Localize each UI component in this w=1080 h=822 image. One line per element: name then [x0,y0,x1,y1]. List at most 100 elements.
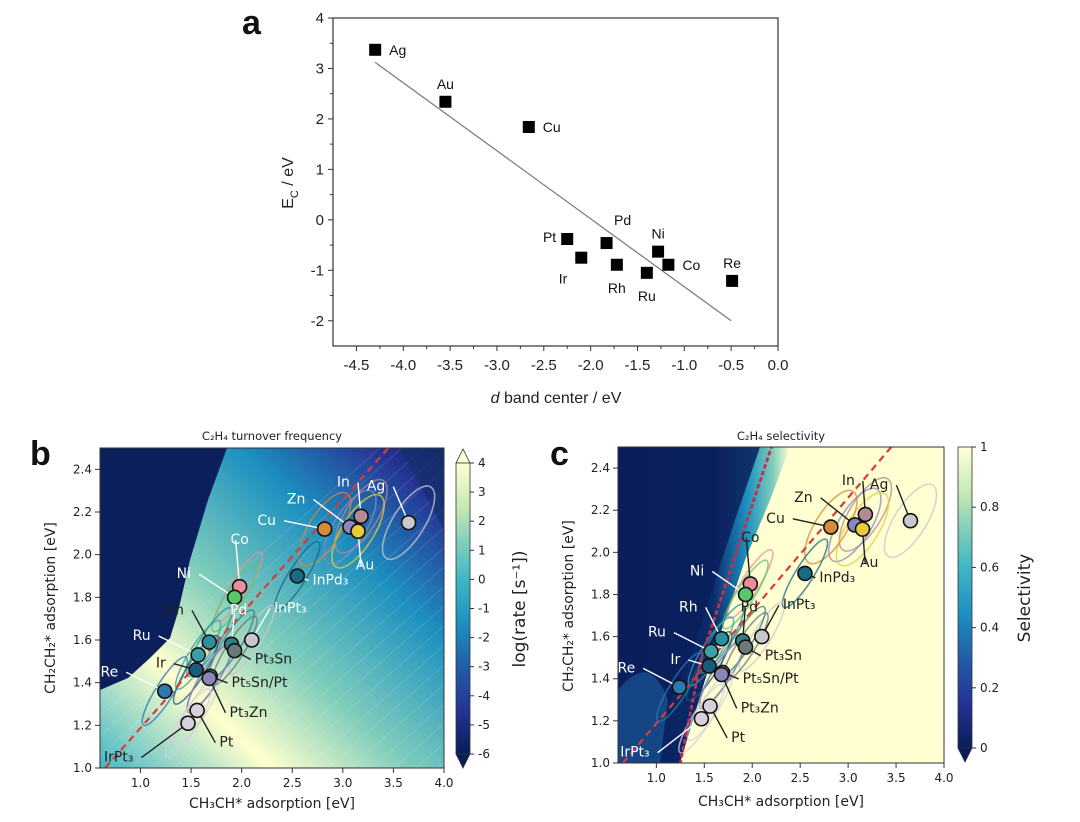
panel-b-turnover-frequency: C₂H₄ turnover frequency Ag In Zn Au Cu InPd₃ C… [43,429,530,812]
panel-c-heatmap [618,447,944,763]
panel-a-point-ag [369,43,382,56]
panel-a-x-ticks: -4.5 -4.0 -3.5 -3.0 -2.5 -2.0 -1.5 -1.0 -0.5 0.0 [343,346,788,374]
panel-b-x-tick-label: 2.0 [232,776,251,790]
material-marker-pt [189,702,205,719]
panel-b-colorbar-tick-label: -5 [478,718,490,732]
material-marker-ir [188,662,204,678]
panel-b-colorbar-tick-label: -6 [478,747,490,761]
uncertainty-ellipse [698,603,745,674]
material-label: Ag [870,477,888,493]
material-label: Pt₃Sn [765,648,802,664]
panel-a-y-tick-label: 1 [316,161,324,178]
panel-a-x-tick-label: -3.5 [437,357,463,374]
panel-a-y-tick-label: 0 [316,212,324,229]
panel-c-plot-frame [617,446,945,764]
panel-b-colorbar-tick-label: 2 [478,514,486,528]
material-marker-in [857,506,874,523]
panel-a-x-tick-label: -1.0 [671,357,697,374]
material-label: Pt [731,730,745,746]
material-marker-ag [902,512,919,529]
panel-a-point-label: Re [723,255,741,271]
uncertainty-ellipse [381,485,436,561]
panel-c-colorbar-gradient [957,446,973,749]
material-label: Au [356,558,374,574]
material-label: Pt₃Zn [230,705,268,721]
contour-band-line [305,644,444,768]
panel-a-y-tick-label: 4 [316,10,324,27]
uncertainty-ellipse [228,604,276,676]
panel-b-colorbar-ticks: 4 3 2 1 0 -1 -2 -3 -4 -5 -6 [470,456,490,761]
panel-c-y-tick-label: 1.2 [591,714,610,728]
panel-b-colorbar-tick-label: 4 [478,456,486,470]
panel-letter-c: c [550,435,569,473]
material-marker-ni [226,589,243,606]
panel-c-x-ticks: 1.0 1.5 2.0 2.5 3.0 3.5 4.0 [647,763,954,785]
panel-a-point-cu [522,120,535,133]
panel-a-ylabel-sub: C [289,190,301,198]
panel-a-point-pd [600,237,613,250]
panel-a-y-tick-label: 2 [316,111,324,128]
panel-c-y-tick-label: 1.6 [591,630,610,644]
panel-b-colorbar: 4 3 2 1 0 -1 -2 -3 -4 -5 -6 log(rate [s⁻¹]) [455,448,530,769]
panel-a-d-band-scatter: -4.5 -4.0 -3.5 -3.0 -2.5 -2.0 -1.5 -1.0 -0.5 0.0 … [280,10,788,407]
material-marker-inpt [243,632,260,648]
panel-b-plot-frame [99,447,445,769]
panel-b-colorbar-tick-label: 3 [478,485,486,499]
material-label: IrPt₃ [620,745,649,761]
material-marker-ru [703,643,719,660]
contour-band-line [107,468,444,768]
panel-b-x-tick-label: 4.0 [434,776,453,790]
uncertainty-ellipse [334,478,388,554]
material-label: Co [741,530,759,546]
panel-b-x-axis-label: CH₃CH* adsorption [eV] [189,796,355,812]
panel-c-y-axis-label: CH₂CH₂* adsorption [eV] [561,520,577,692]
contour-band-line [195,546,444,768]
panel-c-x-axis-label: CH₃CH* adsorption [eV] [698,794,864,810]
material-marker-au [350,523,366,540]
panel-b-colorbar-tick-label: 0 [478,572,486,586]
panel-c-x-tick-label: 3.0 [839,771,858,785]
material-marker-cu [316,521,333,537]
material-marker-au [854,521,871,537]
panel-a-point-pt [561,233,574,246]
panel-c-selectivity: C₂H₄ selectivity Ag In Zn Au Cu InPd₃ Co Ni InPt… [561,429,1035,810]
panel-c-colorbar-label: Selectivity [1015,554,1035,643]
material-label: Ir [156,656,166,672]
panel-a-point-label: Cu [543,119,561,135]
panel-c-x-tick-label: 2.0 [743,771,762,785]
panel-c-colorbar-tick-label: 0.2 [980,681,999,695]
material-marker-re [156,683,173,700]
panel-c-y-tick-label: 2.4 [591,461,610,475]
panel-c-scaling-line [621,447,893,763]
panel-b-y-tick-label: 1.8 [73,590,92,604]
panel-c-colorbar: 1 0.8 0.6 0.4 0.2 0 Selectivity [957,440,1035,763]
panel-c-y-tick-label: 2.2 [591,503,610,517]
material-label: Ag [367,479,385,495]
panel-b-y-tick-label: 1.4 [73,676,92,690]
panel-c-selectivity-boundary [678,447,773,763]
uncertainty-ellipse [164,688,212,759]
panel-a-xlabel-italic: d [491,390,501,407]
material-marker-cu [823,519,839,535]
panel-a-ylabel-suffix: / eV [280,157,297,190]
panel-a-points: Ag Au Cu Pt Ir Pd Rh Ru Ni Co Re [369,42,741,304]
contour-band-line [349,683,444,768]
panel-c-colorbar-tick-label: 0 [980,741,988,755]
material-marker-rh [713,630,730,647]
material-marker-ni [737,586,754,603]
panel-b-colorbar-gradient [455,462,471,755]
material-label: Cu [257,513,276,529]
contour-band-line [100,448,425,737]
contour-band-line [261,605,444,768]
material-label: Zn [287,491,305,507]
panel-c-colorbar-tick-label: 1 [980,440,988,454]
panel-b-dark-region [100,448,227,690]
material-marker-irpt [180,715,196,732]
panel-a-x-tick-label: -2.5 [531,357,557,374]
panel-a-plot-frame [332,17,779,347]
panel-c-material-markers [642,480,919,754]
contour-band-line [239,585,444,768]
material-marker-ptsn [226,642,243,659]
leader-line [234,539,241,587]
